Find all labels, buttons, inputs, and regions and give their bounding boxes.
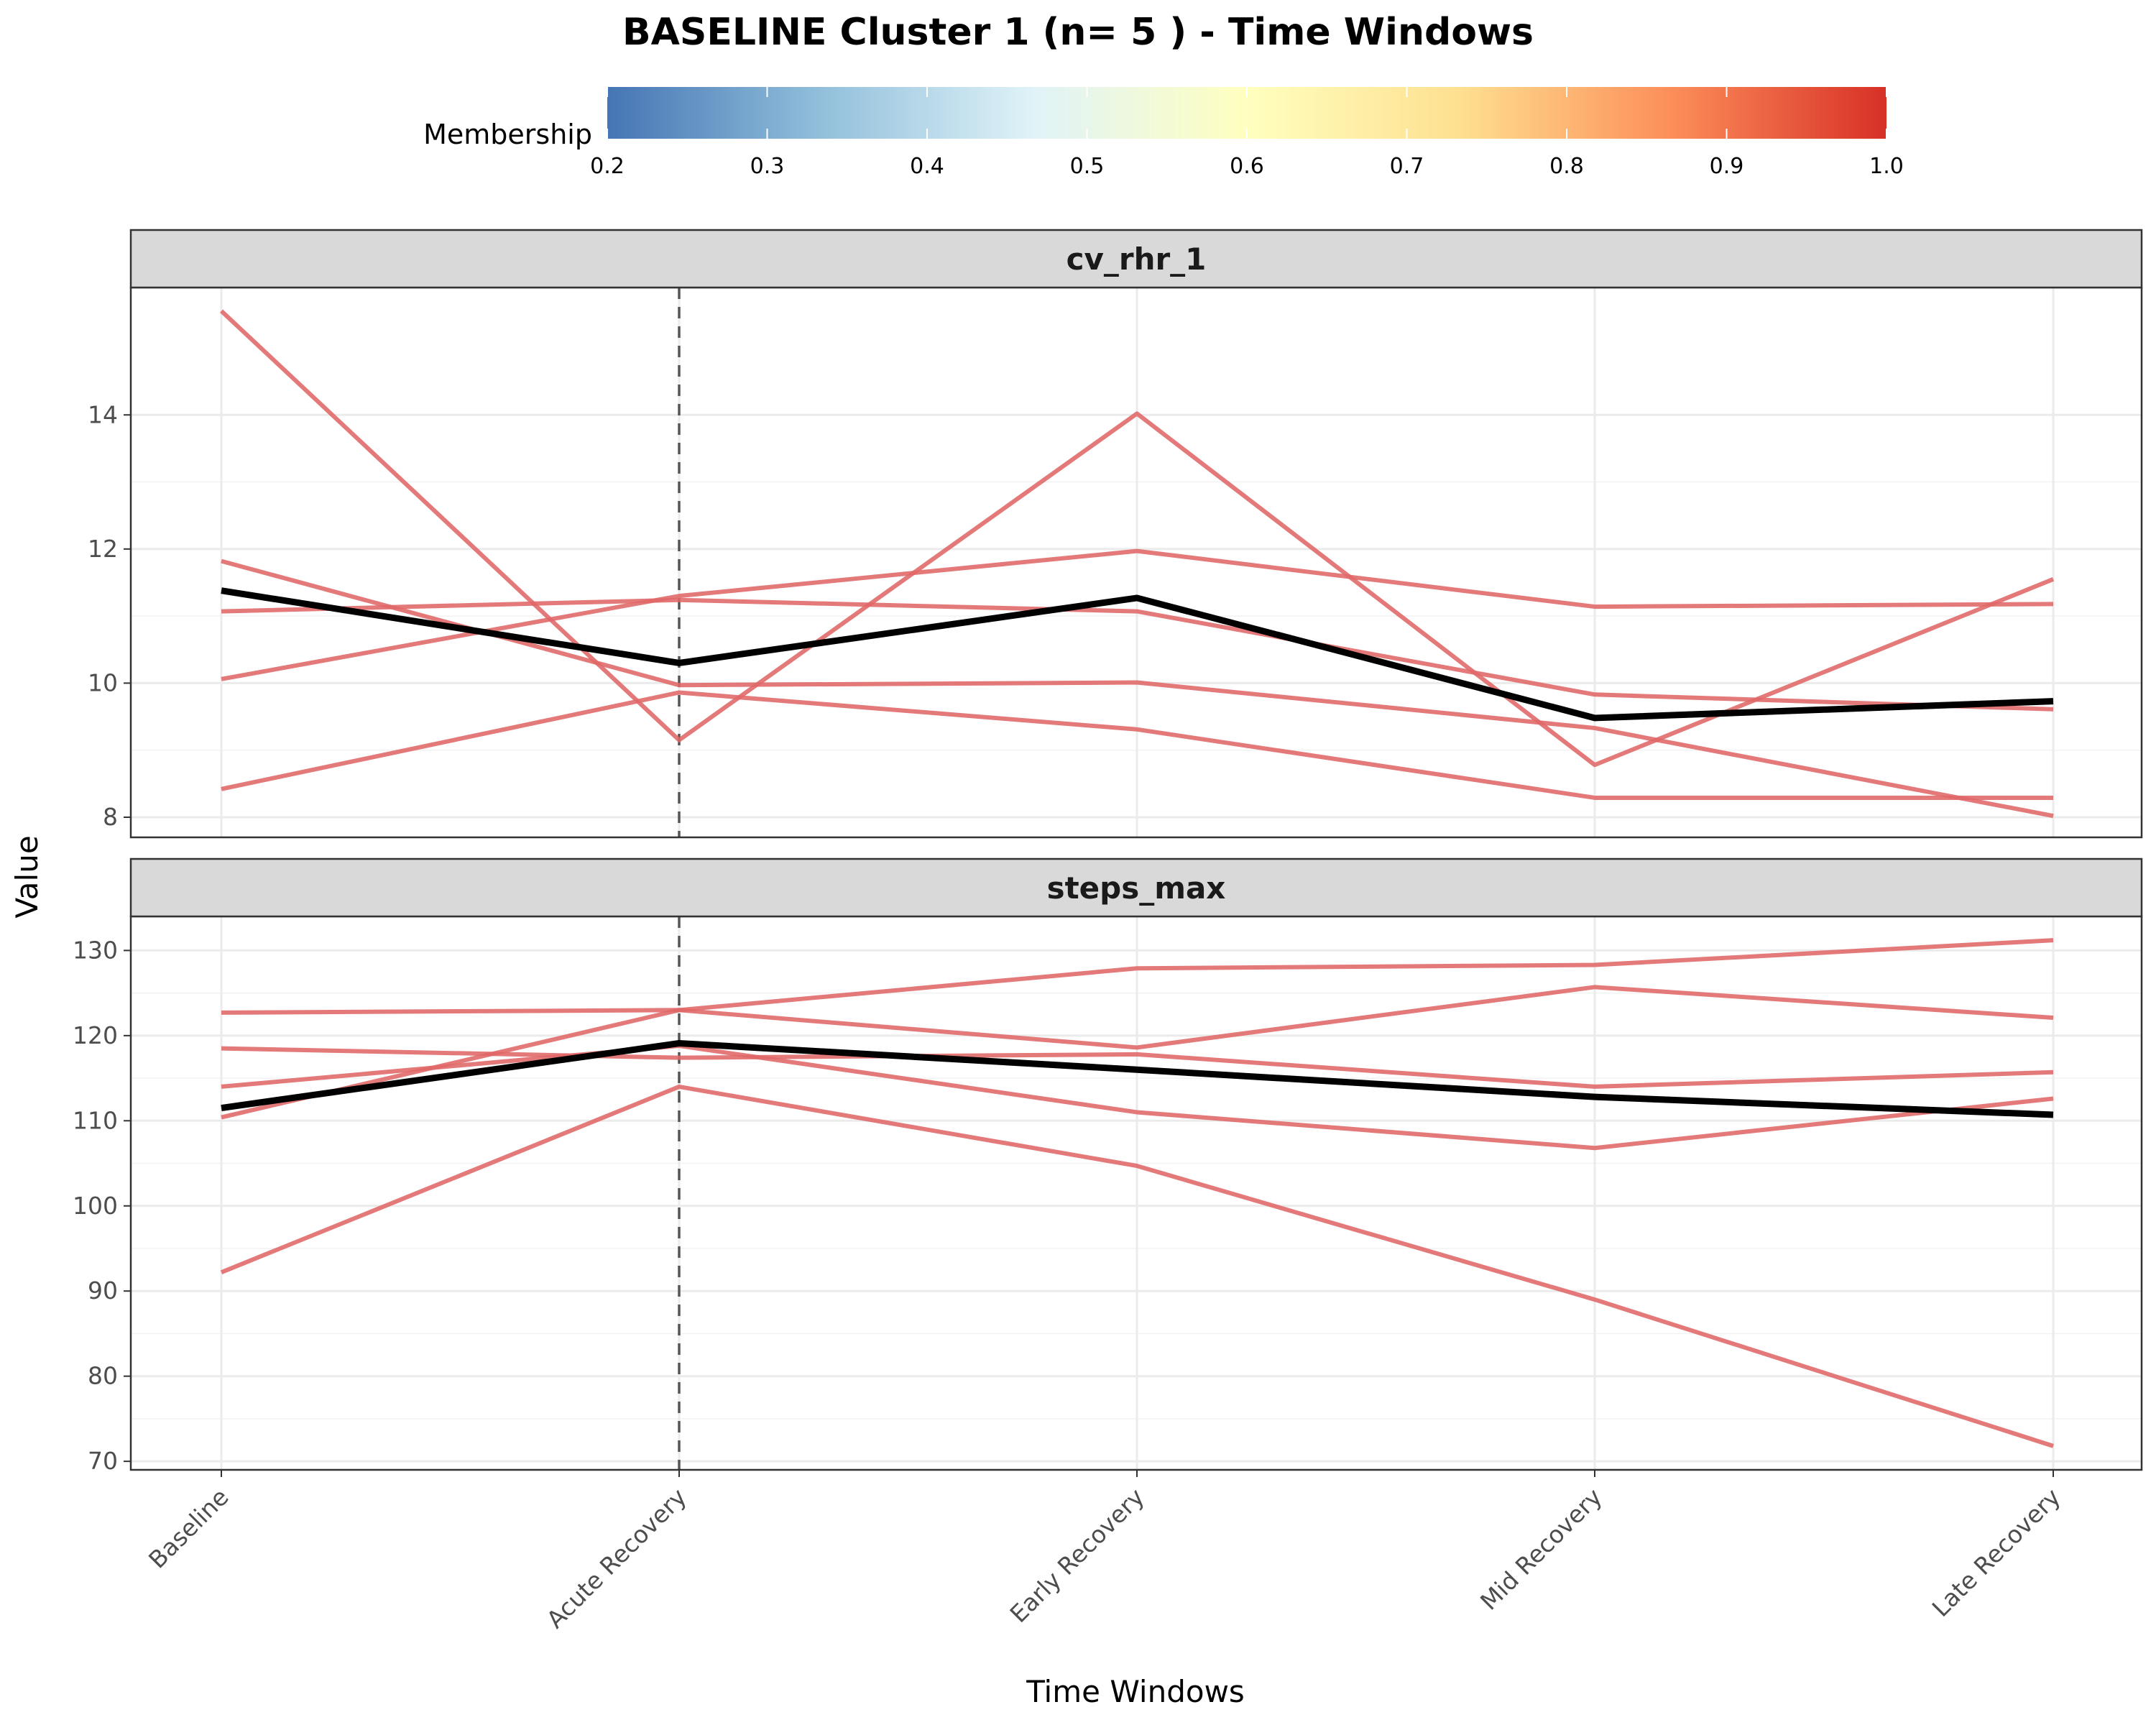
y-axis-title: Value [9,835,45,918]
series-line-5 [221,690,2053,800]
series-line-2 [221,1046,2054,1089]
legend-tick-label: 0.4 [910,154,944,179]
legend-tick-label: 0.2 [590,154,625,179]
facet-strip-label: steps_max [1047,870,1226,906]
legend: Membership 0.2 0.3 0.4 0.5 0.6 0.7 0.8 0.9 1.0 [423,87,1904,179]
facet-strip [129,229,2143,289]
x-tick-label: Late Recovery [1927,1483,2066,1622]
facet-strip [129,857,2143,918]
legend-tick-label: 1.0 [1869,154,1904,179]
series-line-4 [221,548,2054,681]
y-tick-label: 120 [73,1021,118,1049]
y-tick-label: 130 [73,936,118,964]
legend-title: Membership [423,119,592,150]
series-line-3 [221,1044,2054,1151]
panel-cv-rhr-1: 8 10 12 14 cv_rhr_1 [88,229,2143,839]
panel-steps-max: 70 80 90 100 110 120 130 steps_max [73,857,2143,1475]
y-tick-label: 100 [73,1192,118,1220]
legend-tick-label: 0.7 [1390,154,1424,179]
chart-title: BASELINE Cluster 1 (n= 5 ) - Time Window… [622,11,1534,54]
mean-line [221,1040,2054,1118]
y-tick-label: 70 [88,1447,118,1475]
x-tick-label: Acute Recovery [541,1483,692,1634]
series-line-5 [220,1084,2054,1448]
series-line-1 [219,309,2055,768]
y-tick-label: 8 [103,803,118,831]
legend-tick-label: 0.9 [1710,154,1744,179]
series-line-4 [221,938,2054,1120]
y-tick-label: 10 [88,668,118,696]
y-tick-label: 14 [88,400,118,428]
x-tick-label: Early Recovery [1005,1483,1150,1628]
y-tick-label: 90 [88,1276,118,1305]
y-tick-label: 12 [88,535,118,563]
series-line-1 [221,985,2054,1050]
x-tick-label: Mid Recovery [1475,1483,1608,1616]
facet-strip-label: cv_rhr_1 [1067,242,1207,277]
legend-tick-label: 0.6 [1230,154,1264,179]
series-line-3 [221,597,2054,712]
y-tick-label: 110 [73,1106,118,1134]
legend-tick-label: 0.3 [750,154,785,179]
legend-tick-label: 0.8 [1549,154,1584,179]
x-axis-title: Time Windows [1026,1674,1245,1709]
legend-tick-label: 0.5 [1070,154,1105,179]
series-line-2 [221,558,2054,819]
x-tick-label: Baseline [143,1483,234,1574]
y-tick-label: 80 [88,1362,118,1390]
mean-line [221,587,2054,722]
